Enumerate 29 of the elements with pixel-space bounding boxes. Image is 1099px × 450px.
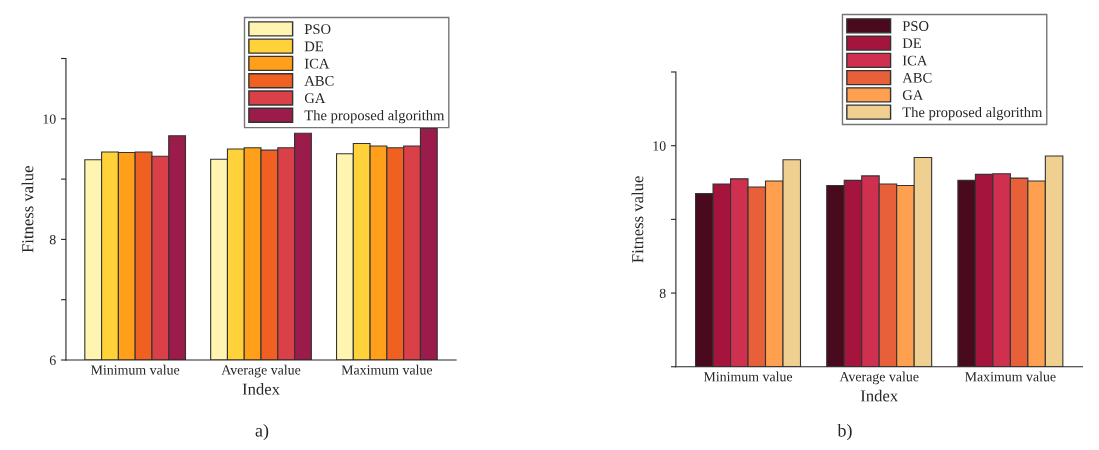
legend-label: The proposed algorithm [304, 110, 445, 124]
x-tick-label: Minimum value [703, 371, 793, 382]
y-tick-label: 6 [49, 355, 56, 365]
y-axis-title: Fitness value [631, 176, 644, 263]
legend-label: GA [902, 90, 924, 100]
legend-label: DE [304, 41, 323, 52]
legend-label: PSO [304, 24, 331, 35]
x-axis-title: Index [860, 389, 898, 402]
text: a) [255, 423, 269, 441]
legend-label: ABC [902, 72, 932, 83]
y-tick-label: 8 [659, 288, 666, 299]
legend-label: ICA [304, 58, 330, 69]
y-tick-label: 8 [49, 234, 56, 245]
x-tick-label: Minimum value [91, 364, 180, 375]
legend-label: ABC [304, 75, 334, 86]
legend-label: PSO [902, 21, 929, 31]
legend-label: The proposed algorithm [902, 106, 1043, 121]
legend-label: ICA [902, 55, 928, 66]
x-axis-title: Index [242, 383, 280, 395]
legend-label: DE [902, 38, 921, 49]
x-tick-label: Maximum value [965, 371, 1056, 382]
x-tick-label: Average value [839, 371, 919, 385]
x-tick-label: Average value [221, 364, 301, 378]
x-tick-label: Maximum value [341, 364, 433, 375]
y-tick-label: 10 [653, 141, 666, 151]
legend-label: GA [304, 93, 326, 104]
y-tick-label: 10 [43, 114, 56, 124]
text: b) [837, 423, 852, 441]
y-axis-title: Fitness value [21, 166, 34, 253]
